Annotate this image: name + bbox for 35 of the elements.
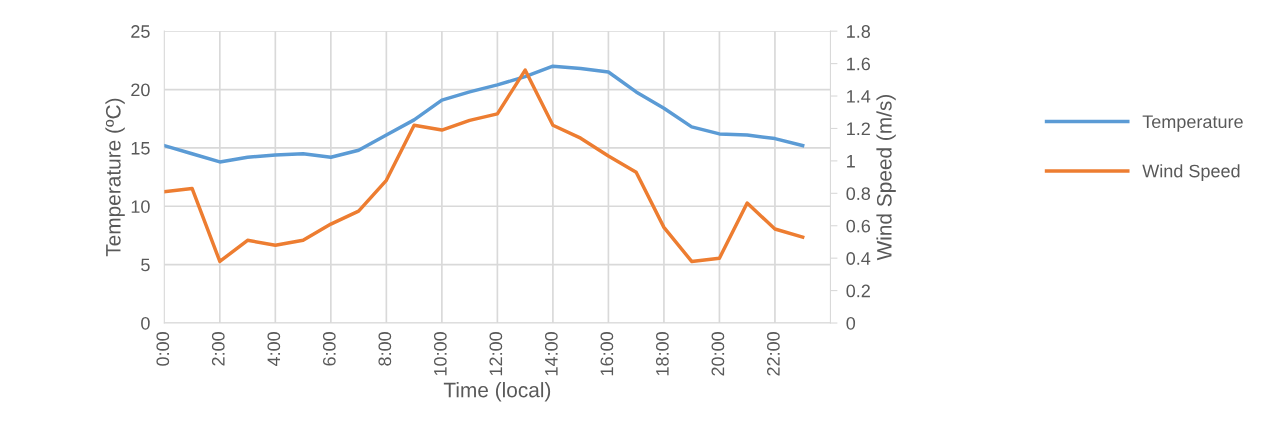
y-tick-label: 25 bbox=[131, 25, 150, 38]
y-axis-title: Temperature (ºC) bbox=[105, 98, 125, 257]
y-tick-label: 10 bbox=[131, 200, 150, 213]
x-tick-label: 6:00 bbox=[322, 332, 336, 366]
line-series bbox=[164, 64, 805, 164]
line-series bbox=[164, 68, 805, 264]
y2-tick-label: 1.8 bbox=[847, 25, 871, 38]
x-tick-label: 18:00 bbox=[655, 332, 669, 376]
x-tick-label: 22:00 bbox=[767, 332, 780, 376]
y-tick-label: 5 bbox=[141, 258, 150, 272]
y2-tick-label: 1.2 bbox=[847, 122, 870, 135]
x-tick-label: 14:00 bbox=[544, 332, 558, 376]
x-tick-label: 10:00 bbox=[433, 332, 447, 376]
y2-tick-label: 0.6 bbox=[846, 219, 871, 233]
y-tick-label: 15 bbox=[131, 142, 150, 155]
x-tick-label: 4:00 bbox=[267, 332, 281, 367]
y2-tick-label: 0 bbox=[846, 316, 856, 330]
x-axis-title: Time (local) bbox=[443, 382, 551, 402]
x-tick-label: 12:00 bbox=[489, 332, 503, 376]
y2-tick-label: 1 bbox=[847, 155, 855, 168]
x-tick-label: 0:00 bbox=[156, 332, 170, 366]
x-tick-label: 8:00 bbox=[378, 332, 392, 366]
y-tick-label: 0 bbox=[141, 316, 150, 330]
x-tick-label: 16:00 bbox=[600, 332, 614, 376]
x-tick-label: 2:00 bbox=[211, 332, 225, 366]
x-tick-label: 20:00 bbox=[711, 332, 725, 376]
legend-label: Temperature bbox=[1142, 115, 1243, 132]
y2-tick-label: 0.8 bbox=[846, 187, 871, 201]
y2-tick-label: 1.6 bbox=[847, 57, 871, 71]
y2-tick-label: 1.4 bbox=[847, 90, 871, 103]
legend-label: Wind Speed bbox=[1142, 164, 1240, 181]
y2-tick-label: 0.4 bbox=[846, 252, 871, 265]
y-tick-label: 20 bbox=[131, 83, 150, 97]
y2-tick-label: 0.2 bbox=[846, 284, 870, 298]
y2-axis-title: Wind Speed (m/s) bbox=[876, 95, 896, 261]
